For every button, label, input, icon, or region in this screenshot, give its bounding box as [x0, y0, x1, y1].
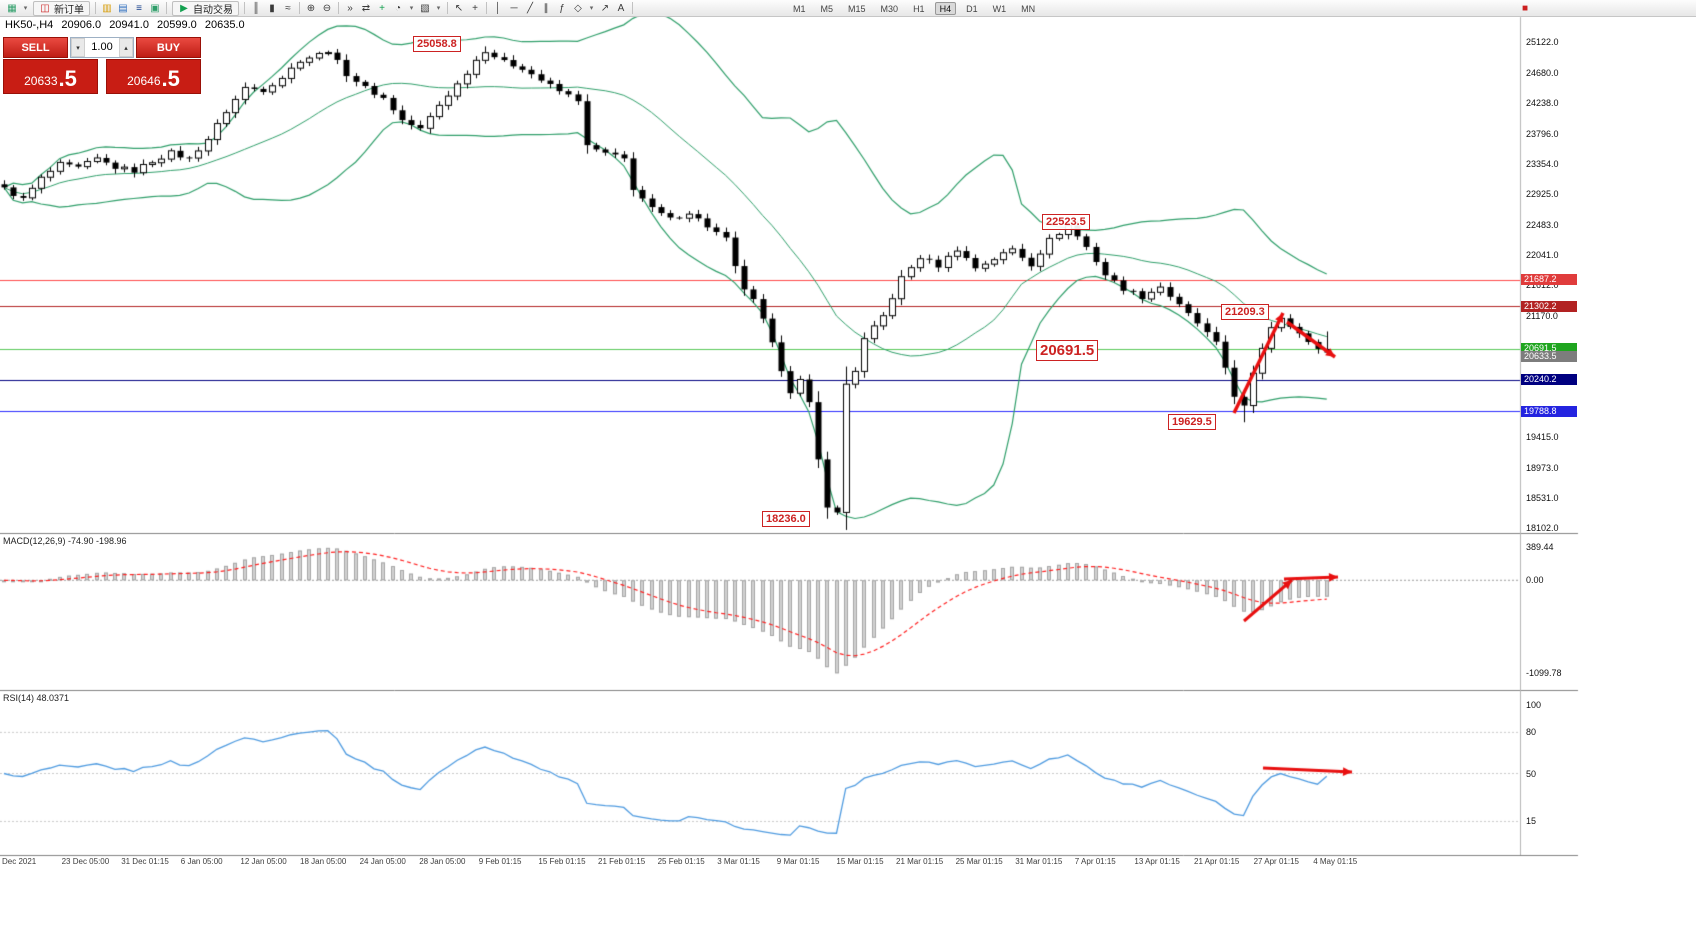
one-click-trading-panel: SELL ▾ 1.00 ▴ BUY 20633 .5 20646 .5 — [3, 37, 201, 94]
toolbar-separator — [299, 2, 300, 14]
timeframe-m15[interactable]: M15 — [848, 3, 866, 14]
toolbar-separator — [166, 2, 167, 14]
periods-dropdown-icon[interactable]: ▾ — [409, 4, 414, 12]
horizontal-line-icon[interactable]: ─ — [510, 2, 518, 14]
timeframe-mn[interactable]: MN — [1021, 3, 1036, 14]
arrows-icon[interactable]: ↗ — [600, 2, 610, 14]
bar-chart-icon[interactable]: ║ — [252, 2, 260, 14]
timeframe-h1[interactable]: H1 — [913, 3, 925, 14]
toolbar-separator — [244, 2, 245, 14]
zoom-out-icon[interactable]: ⊖ — [322, 2, 332, 14]
sell-button[interactable]: SELL — [3, 37, 68, 58]
sell-price-dec: .5 — [58, 66, 77, 91]
timeframe-d1[interactable]: D1 — [966, 3, 978, 14]
add-indicator-icon[interactable]: + — [379, 2, 385, 14]
timeframe-m30[interactable]: M30 — [880, 3, 899, 14]
sell-price-button[interactable]: 20633 .5 — [3, 59, 98, 94]
macd-indicator-label: MACD(12,26,9) -74.90 -198.96 — [3, 536, 127, 546]
toolbar-separator — [338, 2, 339, 14]
candlestick-chart-icon[interactable]: ▮ — [269, 2, 275, 14]
trendline-icon[interactable]: ╱ — [526, 2, 534, 14]
chart-type-dropdown-icon[interactable]: ▾ — [23, 4, 28, 12]
templates-dropdown-icon[interactable]: ▾ — [436, 4, 441, 12]
buy-price-int: 20646 — [127, 74, 161, 88]
timeframe-h4[interactable]: H4 — [934, 1, 957, 15]
data-window-icon[interactable]: ▤ — [118, 2, 128, 14]
autotrading-label: 自动交易 — [193, 4, 233, 16]
ohlc-open: 20906.0 — [61, 19, 102, 31]
trade-panel-gap — [98, 59, 106, 94]
timeframe-w1[interactable]: W1 — [992, 3, 1007, 14]
terminal-icon[interactable]: ▣ — [150, 2, 160, 14]
fibonacci-icon[interactable]: ƒ — [559, 2, 565, 14]
navigator-icon[interactable]: ≡ — [136, 2, 142, 14]
templates-icon[interactable]: ▧ — [420, 2, 430, 14]
sell-price-int: 20633 — [24, 74, 58, 88]
autotrading-button[interactable]: ▶ 自动交易 — [172, 0, 239, 16]
timeframe-toolbar: M1 M5 M15 M30 H1 H4 D1 W1 MN — [784, 0, 1045, 16]
toolbar-separator — [632, 2, 633, 14]
timeframe-m1[interactable]: M1 — [793, 3, 806, 14]
new-order-button[interactable]: ◫ 新订单 — [33, 0, 90, 16]
rsi-indicator-label: RSI(14) 48.0371 — [3, 693, 70, 703]
line-chart-icon[interactable]: ≈ — [285, 2, 291, 14]
toolbar-separator — [95, 2, 96, 14]
toolbar-separator — [486, 2, 487, 14]
buy-button[interactable]: BUY — [136, 37, 201, 58]
volume-decrease-button[interactable]: ▾ — [71, 38, 85, 57]
chart-title: HK50-,H4 20906.0 20941.0 20599.0 20635.0 — [5, 19, 250, 31]
zoom-in-icon[interactable]: ⊕ — [306, 2, 316, 14]
toolbar: ▦ ▾ ◫ 新订单 ▥ ▤ ≡ ▣ ▶ 自动交易 ║ ▮ ≈ — [0, 0, 1696, 17]
channel-icon[interactable]: ∥ — [543, 2, 549, 14]
ohlc-close: 20635.0 — [204, 19, 245, 31]
volume-increase-button[interactable]: ▴ — [119, 38, 133, 57]
market-watch-icon[interactable]: ▥ — [102, 2, 112, 14]
buy-price-button[interactable]: 20646 .5 — [106, 59, 201, 94]
chart-shift-icon[interactable]: ⇄ — [361, 2, 371, 14]
shapes-dropdown-icon[interactable]: ▾ — [589, 4, 594, 12]
timeframe-m5[interactable]: M5 — [820, 3, 834, 14]
new-chart-icon[interactable]: ▦ — [7, 2, 17, 14]
volume-control: ▾ 1.00 ▴ — [70, 37, 134, 58]
autotrading-play-icon: ▶ — [180, 2, 188, 14]
new-order-icon: ◫ — [40, 2, 50, 14]
toolbar-separator — [447, 2, 448, 14]
volume-value[interactable]: 1.00 — [91, 41, 113, 53]
periods-icon[interactable]: ◔ — [394, 2, 402, 14]
crosshair-icon[interactable]: + — [472, 2, 478, 14]
vertical-line-icon[interactable]: │ — [494, 2, 502, 14]
ohlc-low: 20599.0 — [157, 19, 197, 31]
cursor-icon[interactable]: ↖ — [454, 2, 464, 14]
symbol-period-label: HK50-,H4 — [5, 19, 54, 31]
shapes-icon[interactable]: ◇ — [574, 2, 582, 14]
ohlc-high: 20941.0 — [109, 19, 149, 31]
news-icon[interactable]: ■ — [1521, 3, 1529, 14]
text-icon[interactable]: A — [617, 2, 625, 14]
buy-price-dec: .5 — [161, 66, 180, 91]
new-order-label: 新订单 — [54, 4, 84, 16]
auto-scroll-icon[interactable]: » — [347, 2, 353, 14]
